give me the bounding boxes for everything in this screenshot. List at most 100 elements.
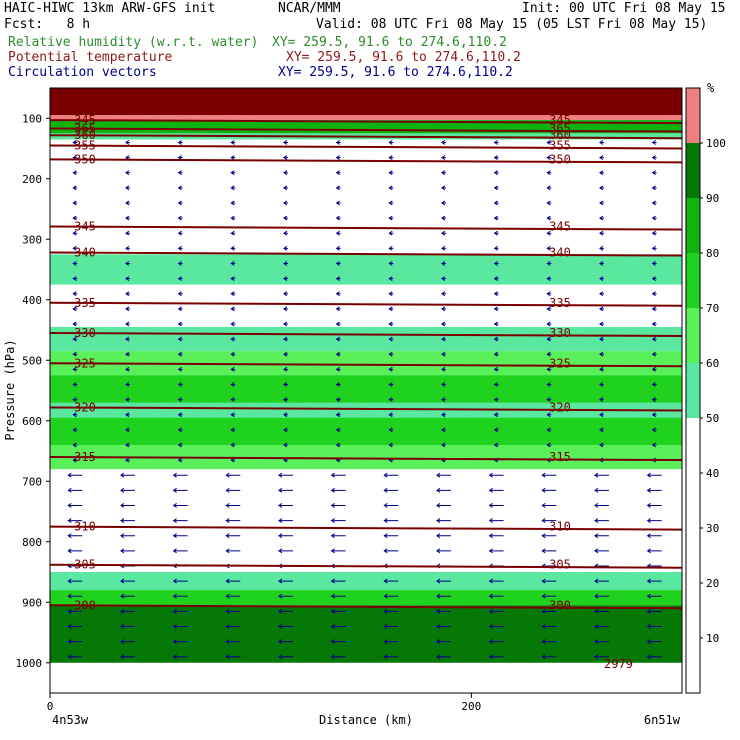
vector-227 bbox=[651, 412, 657, 418]
vector-279 bbox=[225, 487, 241, 493]
vector-359 bbox=[646, 578, 662, 584]
theta-label-345-1: 345 bbox=[549, 220, 571, 234]
vector-220 bbox=[283, 412, 288, 418]
vector-198 bbox=[388, 382, 394, 387]
vector-377 bbox=[330, 608, 346, 614]
vector-265 bbox=[120, 472, 135, 478]
vector-173 bbox=[335, 351, 341, 357]
vector-306 bbox=[383, 518, 399, 523]
vector-302 bbox=[172, 518, 188, 523]
vector-105 bbox=[546, 261, 552, 266]
vector-360 bbox=[67, 593, 83, 599]
vector-395 bbox=[646, 624, 662, 629]
vector-408 bbox=[67, 654, 83, 660]
vector-333 bbox=[541, 548, 557, 554]
vector-324 bbox=[67, 548, 83, 554]
vector-115 bbox=[441, 276, 446, 281]
vector-295 bbox=[436, 503, 451, 508]
vector-332 bbox=[488, 548, 504, 554]
vector-169 bbox=[125, 351, 130, 357]
vector-202 bbox=[599, 382, 604, 387]
vector-237 bbox=[546, 427, 552, 433]
vector-26 bbox=[177, 170, 183, 176]
vector-204 bbox=[72, 397, 78, 402]
vector-97 bbox=[125, 261, 130, 266]
plot-frame bbox=[49, 87, 683, 694]
vector-278 bbox=[172, 487, 188, 493]
vector-370 bbox=[594, 593, 609, 599]
vector-271 bbox=[436, 472, 451, 478]
vector-61 bbox=[125, 215, 130, 221]
vector-215 bbox=[651, 397, 657, 402]
vector-133 bbox=[125, 306, 130, 312]
vector-55 bbox=[441, 200, 446, 206]
vector-398 bbox=[172, 639, 188, 644]
vector-90 bbox=[388, 245, 394, 251]
vector-78 bbox=[388, 230, 394, 236]
vector-294 bbox=[383, 503, 399, 508]
x-right-endpoint: 6n51w bbox=[644, 713, 681, 727]
vector-73 bbox=[125, 230, 130, 236]
vector-304 bbox=[278, 518, 293, 523]
theta-label-340-0: 340 bbox=[74, 246, 96, 260]
vector-18 bbox=[388, 155, 394, 160]
vector-24 bbox=[72, 170, 78, 176]
vector-11 bbox=[651, 140, 657, 145]
vector-168 bbox=[72, 351, 78, 357]
vector-226 bbox=[599, 412, 604, 418]
vector-194 bbox=[177, 382, 183, 387]
vector-132 bbox=[72, 306, 78, 312]
vector-177 bbox=[546, 351, 552, 357]
theta-label-355-1: 355 bbox=[549, 138, 571, 152]
vector-284 bbox=[488, 487, 504, 493]
vector-30 bbox=[388, 170, 394, 176]
vector-51 bbox=[230, 200, 236, 206]
vector-287 bbox=[646, 487, 662, 493]
vector-32 bbox=[493, 170, 499, 176]
vector-109 bbox=[125, 276, 130, 281]
vector-254 bbox=[177, 457, 183, 463]
vector-409 bbox=[120, 654, 135, 660]
vector-371 bbox=[646, 593, 662, 599]
theta-label-300-0: 300 bbox=[74, 598, 96, 612]
vector-196 bbox=[283, 382, 288, 387]
vector-59 bbox=[651, 200, 657, 206]
vector-331 bbox=[436, 548, 451, 554]
vector-382 bbox=[594, 608, 609, 614]
vector-250 bbox=[599, 442, 604, 448]
vector-267 bbox=[225, 472, 241, 478]
vector-219 bbox=[230, 412, 236, 418]
vector-362 bbox=[172, 593, 188, 599]
vector-84 bbox=[72, 245, 78, 251]
vector-221 bbox=[335, 412, 341, 418]
vector-391 bbox=[436, 624, 451, 629]
vector-50 bbox=[177, 200, 183, 206]
vector-322 bbox=[594, 533, 609, 539]
vector-384 bbox=[67, 624, 83, 629]
vector-200 bbox=[493, 382, 499, 387]
vector-208 bbox=[283, 397, 288, 402]
vector-236 bbox=[493, 427, 499, 433]
theta-contour-330 bbox=[50, 332, 682, 338]
vector-393 bbox=[541, 624, 557, 629]
vector-266 bbox=[172, 472, 188, 478]
vector-145 bbox=[125, 321, 130, 327]
vector-54 bbox=[388, 200, 394, 206]
theta-label-300-1: 300 bbox=[549, 598, 571, 612]
vector-77 bbox=[335, 230, 341, 236]
vector-298 bbox=[594, 503, 609, 508]
vector-248 bbox=[493, 442, 499, 448]
vector-348 bbox=[67, 578, 83, 584]
vector-361 bbox=[120, 593, 135, 599]
theta-contour-360 bbox=[50, 134, 682, 140]
vector-380 bbox=[488, 608, 504, 614]
theta-label-325-1: 325 bbox=[549, 356, 571, 370]
colorbar-bin-50 bbox=[686, 363, 700, 418]
theta-label-345-0: 345 bbox=[74, 220, 96, 234]
vector-195 bbox=[230, 382, 236, 387]
vector-352 bbox=[278, 578, 293, 584]
theta-label-325-0: 325 bbox=[74, 356, 96, 370]
rh-band-1 bbox=[50, 115, 682, 121]
vector-206 bbox=[177, 397, 183, 402]
vector-390 bbox=[383, 624, 399, 629]
